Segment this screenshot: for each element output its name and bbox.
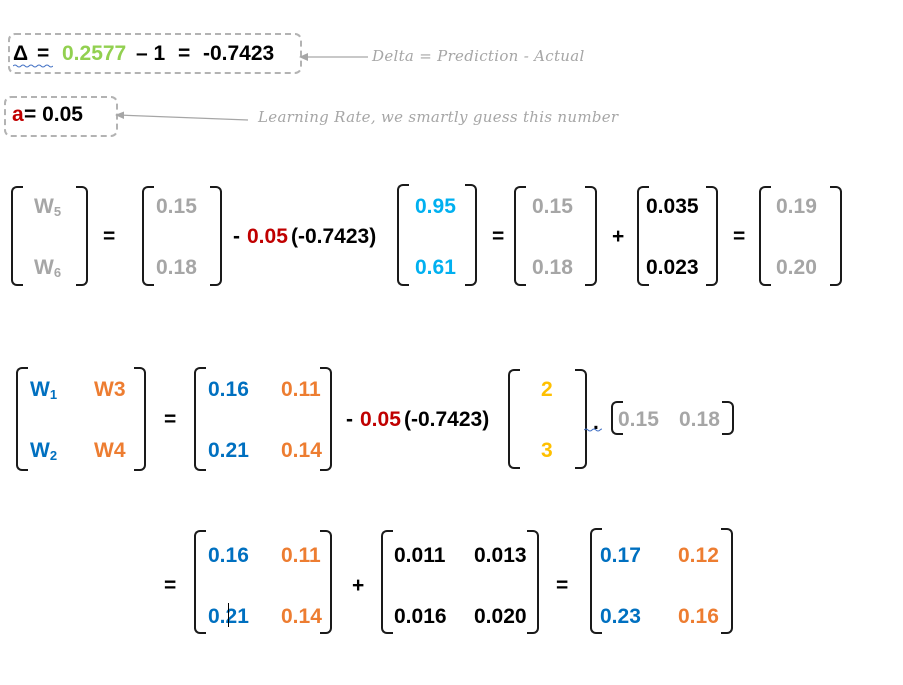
row1-plus: + (612, 225, 625, 248)
old-w5-value: 0.15 (156, 195, 197, 218)
row2-delta: (-0.7423) (404, 408, 490, 431)
row3-equals-2: = (556, 574, 569, 597)
matrix-w5-w6-row (611, 401, 734, 435)
row2-equals-1: = (164, 408, 177, 431)
hidden-output-1: 0.95 (415, 195, 456, 218)
new-w6-value: 0.20 (776, 256, 817, 279)
learning-rate-symbol: a (12, 103, 24, 126)
w2-adjustment-value: 0.016 (394, 605, 447, 628)
matrix-old-w5-w6 (142, 186, 222, 286)
w4-adjustment-value: 0.020 (474, 605, 527, 628)
matrix-w5-w6 (11, 186, 88, 286)
delta-equals-1: = (37, 42, 50, 65)
matrix-inputs (508, 369, 587, 469)
old-w4-value: 0.14 (281, 439, 322, 462)
row1-delta: (-0.7423) (291, 225, 377, 248)
matrix-w5-w6-adjustment (637, 186, 718, 286)
hidden-output-2: 0.61 (415, 256, 456, 279)
weight-w5-label: W5 (34, 195, 62, 219)
text-cursor (228, 603, 229, 627)
spellcheck-squiggle (13, 64, 53, 68)
weight-w2-label: W2 (30, 439, 58, 463)
new-w4-value: 0.16 (678, 605, 719, 628)
learning-rate-annotation: Learning Rate, we smartly guess this num… (258, 108, 619, 126)
delta-minus-actual: – 1 (136, 42, 166, 65)
row3-plus: + (352, 574, 365, 597)
matrix-new-w5-w6 (759, 186, 842, 286)
matrix-hidden-outputs (397, 184, 477, 286)
row2-learning-rate: 0.05 (360, 408, 401, 431)
new-w2-value: 0.23 (600, 605, 641, 628)
old-w6-value: 0.18 (156, 256, 197, 279)
input-value-2: 3 (541, 439, 553, 462)
delta-symbol: Δ (13, 42, 29, 65)
delta-annotation: Delta = Prediction - Actual (372, 47, 585, 65)
delta-result: -0.7423 (203, 42, 275, 65)
row1-equals-3: = (733, 225, 746, 248)
old-w1-value: 0.16 (208, 378, 249, 401)
matrix-w1-w4-adjustment (381, 530, 539, 634)
w3-adjustment-value: 0.013 (474, 544, 527, 567)
learning-rate-value: = 0.05 (24, 103, 83, 126)
delta-annotation-arrow (299, 53, 368, 61)
w6-adjustment-value: 0.023 (646, 256, 699, 279)
new-w1-value: 0.17 (600, 544, 641, 567)
weight-w1-label: W1 (30, 378, 58, 402)
old-w3-value-repeat: 0.11 (281, 544, 321, 567)
delta-equals-2: = (178, 42, 191, 65)
matrix-w1-w4 (16, 367, 146, 471)
w5-adjustment-value: 0.035 (646, 195, 699, 218)
matrix-old-w1-w4-repeat (194, 530, 332, 634)
old-w6-value-repeat: 0.18 (532, 256, 573, 279)
w1-adjustment-value: 0.011 (394, 544, 446, 567)
row1-equals-2: = (492, 225, 505, 248)
new-w5-value: 0.19 (776, 195, 817, 218)
weight-w4-label: W4 (94, 439, 126, 462)
input-value-1: 2 (541, 378, 553, 401)
weight-w6-label: W6 (34, 256, 62, 280)
learning-rate-arrow (115, 111, 249, 121)
row-w6-value: 0.18 (679, 408, 720, 431)
row1-minus: - (233, 225, 240, 248)
row3-equals-1: = (164, 574, 177, 597)
learning-rate-box (4, 96, 118, 137)
new-w3-value: 0.12 (678, 544, 719, 567)
row1-learning-rate: 0.05 (247, 225, 288, 248)
row2-minus: - (346, 408, 353, 431)
delta-prediction-value: 0.2577 (62, 42, 127, 65)
matrix-old-w1-w4 (194, 367, 332, 471)
row1-equals-1: = (103, 225, 116, 248)
old-w5-value-repeat: 0.15 (532, 195, 573, 218)
delta-equation-box (8, 33, 302, 74)
spellcheck-squiggle-dot (584, 428, 602, 432)
weight-w3-label: W3 (94, 378, 126, 401)
dot-product-operator: . (593, 411, 599, 434)
old-w1-value-repeat: 0.16 (208, 544, 249, 567)
old-w3-value: 0.11 (281, 378, 321, 401)
row-w5-value: 0.15 (618, 408, 659, 431)
matrix-new-w1-w4 (590, 528, 733, 634)
matrix-old-w5-w6-repeat (514, 186, 597, 286)
old-w2-value: 0.21 (208, 439, 249, 462)
old-w4-value-repeat: 0.14 (281, 605, 322, 628)
